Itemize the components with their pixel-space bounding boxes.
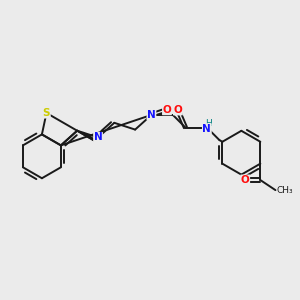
Text: H: H <box>205 119 212 128</box>
Text: CH₃: CH₃ <box>277 186 293 195</box>
Text: O: O <box>173 105 182 115</box>
Text: N: N <box>202 124 211 134</box>
Text: O: O <box>163 105 171 115</box>
Text: N: N <box>94 133 102 142</box>
Text: N: N <box>147 110 156 120</box>
Text: O: O <box>241 175 250 185</box>
Text: S: S <box>43 108 50 118</box>
